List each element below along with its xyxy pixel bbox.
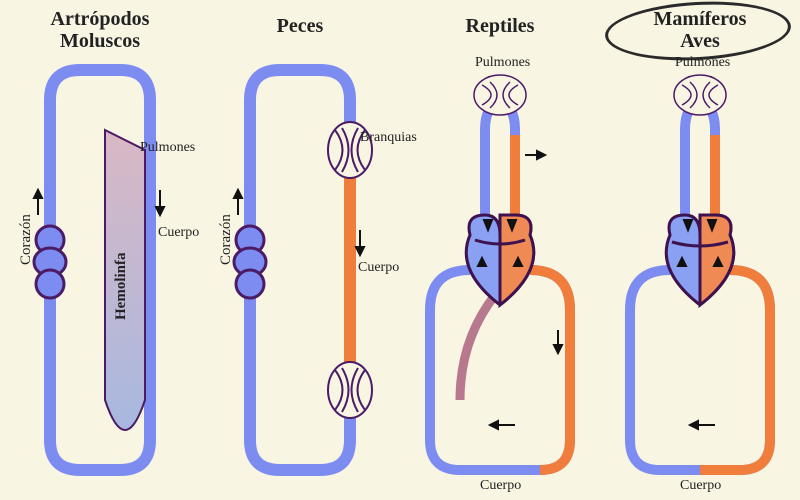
- diagram-canvas: ArtrópodosMoluscos Corazón Pulmones Cuer…: [0, 0, 800, 500]
- label-pulmones-1: Pulmones: [140, 140, 195, 156]
- label-pulmones-3: Pulmones: [475, 55, 530, 71]
- label-cuerpo-1: Cuerpo: [158, 225, 199, 241]
- label-corazon-2: Corazón: [218, 214, 235, 265]
- label-corazon-1: Corazón: [18, 214, 35, 265]
- label-cuerpo-4: Cuerpo: [680, 478, 721, 494]
- title-reptiles: Reptiles: [410, 15, 590, 37]
- panel-artropodos: [0, 40, 200, 500]
- label-cuerpo-3: Cuerpo: [480, 478, 521, 494]
- label-hemolinfa: Hemolinfa: [113, 253, 130, 321]
- panel-mamiferos: [600, 40, 800, 500]
- title-peces: Peces: [210, 15, 390, 37]
- label-pulmones-4: Pulmones: [675, 55, 730, 71]
- panel-reptiles: [400, 40, 600, 500]
- label-cuerpo-2: Cuerpo: [358, 260, 399, 276]
